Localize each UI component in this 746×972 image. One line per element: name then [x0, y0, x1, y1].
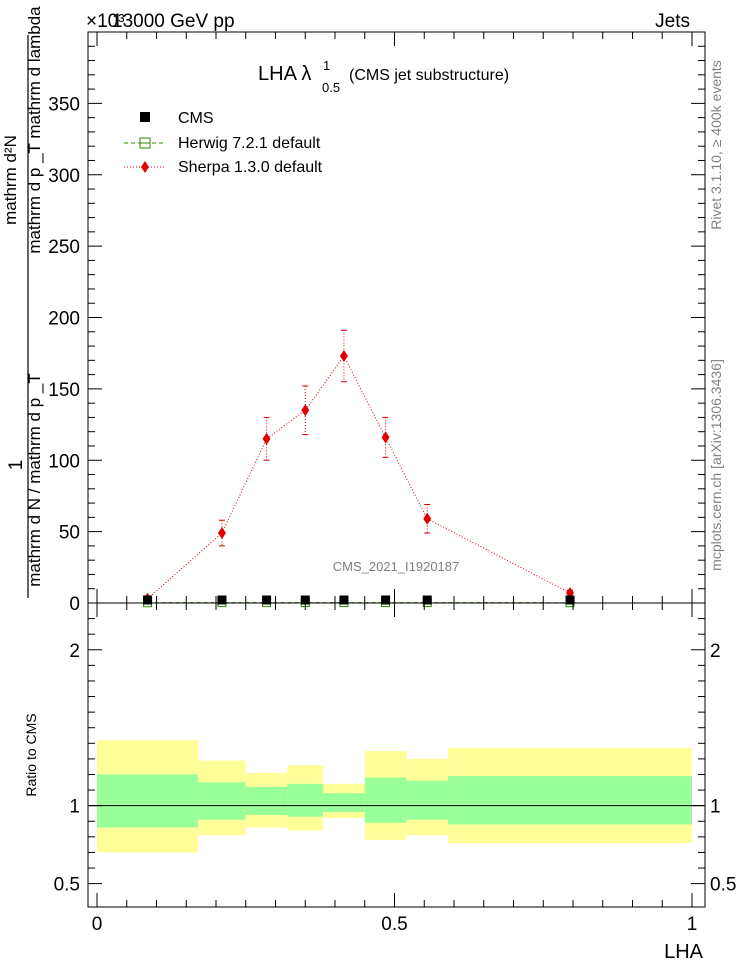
ylabel-dn-dpt: mathrm d N / mathrm d p _T — [25, 373, 44, 587]
ratio-ytick-label-r-1: 1 — [710, 797, 721, 818]
band-inner-0 — [97, 774, 199, 828]
main-ytick-label-150: 150 — [48, 380, 80, 401]
cms-point-7 — [565, 595, 575, 605]
legend-cms-label: CMS — [178, 110, 214, 127]
sherpa-point-6 — [423, 512, 432, 525]
tick-labels: 0 50 100 150 200 250 300 350 0.5 0.5 1 1 2 2 0 0.5 1 — [48, 94, 736, 935]
ylabel-one: 1 — [6, 460, 27, 471]
main-ytick-label-100: 100 — [48, 451, 80, 472]
ratio-ylabel: Ratio to CMS — [23, 713, 39, 796]
sherpa-point-4 — [339, 350, 348, 363]
xtick-label-2: 1 — [687, 914, 698, 935]
legend-herwig-label: Herwig 7.2.1 default — [178, 135, 321, 152]
ratio-ytick-label-l-0: 0.5 — [54, 875, 80, 896]
title-sub: 0.5 — [322, 80, 340, 95]
rivet-label: Rivet 3.1.10, ≥ 400k events — [708, 60, 724, 230]
cms-point-4 — [339, 595, 349, 605]
band-inner-1 — [198, 782, 246, 820]
energy-label: 13000 GeV pp — [112, 11, 235, 32]
legend-sherpa-marker — [141, 161, 149, 173]
band-inner-6 — [406, 780, 449, 820]
ratio-ytick-label-l-2: 2 — [69, 641, 80, 662]
main-ytick-label-300: 300 — [48, 166, 80, 187]
cms-point-2 — [262, 595, 272, 605]
cms-point-6 — [422, 595, 432, 605]
sherpa-point-2 — [262, 432, 271, 445]
category-label: Jets — [655, 11, 690, 32]
cms-point-5 — [381, 595, 391, 605]
xtick-label-1: 0.5 — [381, 914, 407, 935]
main-ylabel: 1 mathrm d N / mathrm d p _T mathrm d²N … — [1, 6, 44, 598]
main-ytick-label-50: 50 — [59, 523, 80, 544]
title-main: LHA λ — [258, 63, 311, 85]
sherpa-point-3 — [301, 404, 310, 417]
ratio-frame — [87, 602, 706, 908]
title-suffix: (CMS jet substructure) — [349, 67, 509, 84]
title-sup: 1 — [323, 58, 330, 73]
main-ytick-label-200: 200 — [48, 309, 80, 330]
ylabel-denominator: mathrm d p _T mathrm d lambda — [25, 6, 44, 254]
main-ytick-label-250: 250 — [48, 237, 80, 258]
analysis-watermark: CMS_2021_I1920187 — [333, 559, 460, 574]
ratio-ytick-label-r-0: 0.5 — [710, 875, 736, 896]
legend-sherpa-label: Sherpa 1.3.0 default — [178, 159, 323, 176]
main-ytick-label-0: 0 — [69, 594, 80, 615]
band-inner-2 — [245, 786, 288, 816]
band-inner-7 — [448, 776, 692, 825]
ylabel-numerator: mathrm d²N — [1, 135, 20, 225]
legend-cms-marker — [140, 112, 150, 122]
band-inner-5 — [364, 777, 407, 823]
ratio-ytick-label-r-2: 2 — [710, 641, 721, 662]
site-label: mcplots.cern.ch [arXiv:1306.3436] — [708, 359, 724, 571]
chart-title: LHA λ 1 0.5 (CMS jet substructure) — [258, 58, 509, 95]
band-inner-4 — [323, 793, 365, 812]
exponent-label: ×10³ — [86, 11, 125, 32]
legend: CMS Herwig 7.2.1 default Sherpa 1.3.0 de… — [124, 110, 323, 176]
sherpa-point-1 — [217, 527, 226, 540]
cms-point-0 — [143, 595, 153, 605]
x-axis-label: LHA — [664, 941, 704, 963]
xtick-label-0: 0 — [92, 914, 103, 935]
axis-ticks — [88, 31, 705, 907]
band-inner-3 — [287, 783, 324, 817]
ratio-ytick-label-l-1: 1 — [69, 797, 80, 818]
ratio-bands — [97, 740, 692, 853]
sherpa-point-5 — [381, 431, 390, 444]
main-ytick-label-350: 350 — [48, 94, 80, 115]
cms-point-1 — [217, 595, 227, 605]
